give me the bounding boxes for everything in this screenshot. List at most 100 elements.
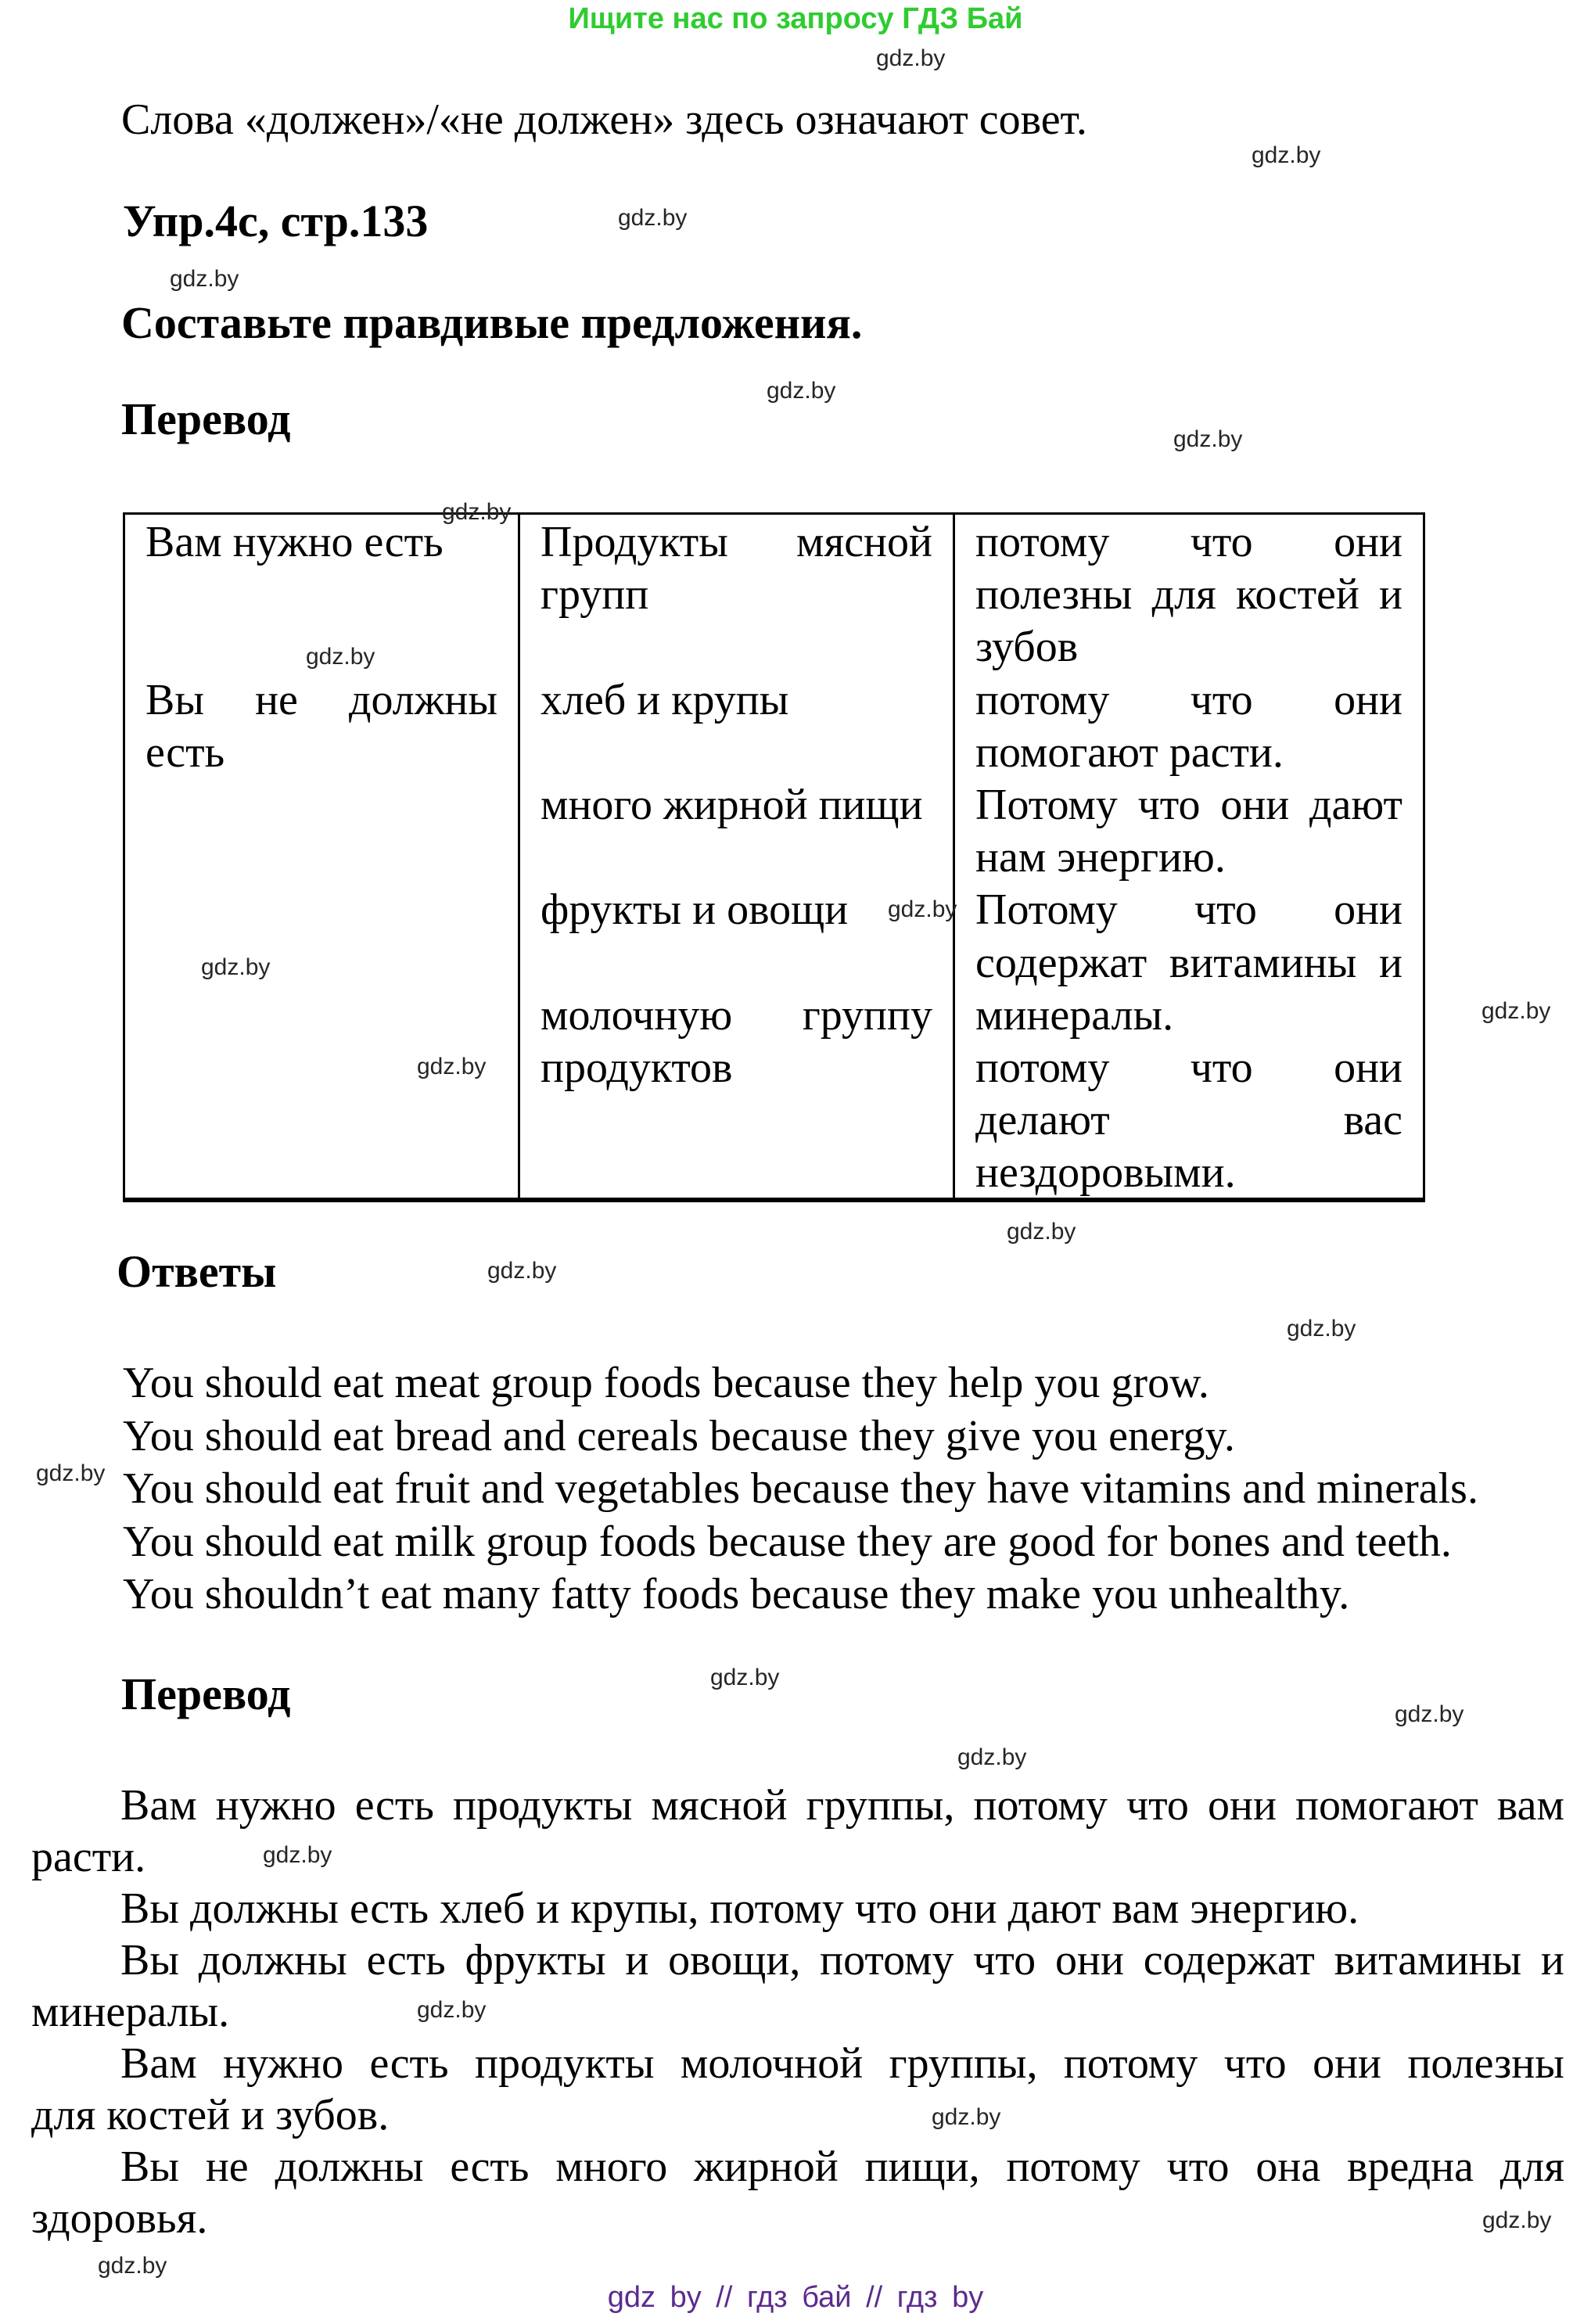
word: что: [1126, 1781, 1189, 1830]
text-line: продуктов: [541, 1043, 733, 1092]
gdz-watermark: gdz.by: [957, 1744, 1027, 1770]
gdz-watermark: gdz.by: [98, 2253, 167, 2279]
gdz-watermark: gdz.by: [932, 2104, 1001, 2130]
exercise-title: Упр.4c, стр.133: [123, 196, 429, 246]
gdz-watermark: gdz.by: [1173, 426, 1243, 452]
gdz-watermark: gdz.by: [710, 1665, 780, 1690]
word: что: [1190, 518, 1253, 566]
word: они: [1334, 1043, 1402, 1092]
word: они: [1208, 1781, 1277, 1830]
translation-heading-2: Перевод: [121, 1668, 291, 1719]
word: фрукты: [465, 1936, 606, 1985]
word: есть: [354, 1781, 434, 1830]
word: что: [1190, 675, 1253, 724]
gdz-watermark: gdz.by: [417, 1054, 487, 1079]
text-line: для костей и зубов.: [31, 2091, 390, 2139]
text-line: [541, 727, 932, 779]
text-line: Вам нужно есть продукты мясной группы, потому ч…: [31, 1780, 1564, 1831]
gdz-watermark: gdz.by: [36, 1460, 106, 1486]
text-line: полезны для костей и: [975, 569, 1402, 621]
word: и: [1379, 570, 1402, 620]
word: Продукты: [541, 518, 728, 566]
word: содержат: [1143, 1936, 1315, 1985]
gdz-watermark: gdz.by: [201, 954, 271, 980]
text-line: Продукты мясной: [541, 516, 932, 569]
word: Вы: [120, 2143, 179, 2191]
text-line: Потому что они: [975, 884, 1402, 936]
word: должны: [349, 675, 497, 724]
word: витамины: [1169, 938, 1357, 987]
word: пищи,: [864, 2143, 980, 2191]
word: они: [1054, 1936, 1124, 1985]
footer-links: gdz by // гдз бай // гдз by: [607, 2281, 984, 2314]
text-line: минералы.: [31, 1988, 230, 2036]
word: полезны: [975, 570, 1133, 620]
word: потому: [975, 675, 1110, 724]
gdz-watermark: gdz.by: [1395, 1701, 1464, 1727]
word: вредна: [1347, 2143, 1474, 2191]
text-line: Вам нужно есть: [145, 518, 444, 566]
word: что: [1190, 1043, 1253, 1092]
table-column-subject: Вам нужно есть Вы не должны есть: [125, 515, 518, 1198]
word: мясной: [796, 518, 932, 566]
word: должны: [198, 1936, 347, 1985]
text-line: потому что они: [975, 1042, 1402, 1094]
word: что: [1166, 2143, 1230, 2191]
gdz-watermark: gdz.by: [417, 1997, 487, 2023]
gdz-watermark: gdz.by: [1481, 998, 1551, 1024]
table-column-food: Продукты мясной групп хлеб и крупы много ж…: [518, 515, 953, 1198]
word: для: [1499, 2143, 1564, 2191]
word: Вам: [120, 2039, 197, 2088]
word: витамины: [1334, 1936, 1522, 1985]
gdz-watermark: gdz.by: [876, 45, 946, 71]
text-line: You should eat fruit and vegetables beca…: [123, 1464, 1478, 1513]
gdz-watermark: gdz.by: [170, 266, 239, 292]
word: Вы: [145, 675, 204, 724]
word: потому: [1006, 2143, 1140, 2191]
promo-banner: Ищите нас по запросу ГДЗ Бай: [568, 2, 1023, 35]
word: Потому: [975, 885, 1118, 935]
word: группы,: [806, 1781, 955, 1830]
text-line: нам энергию.: [975, 833, 1226, 882]
word: костей: [1235, 570, 1359, 620]
text-line: расти.: [31, 1833, 146, 1881]
word: нужно: [223, 2039, 343, 2088]
word: она: [1255, 2143, 1321, 2191]
word: молочной: [680, 2039, 864, 2088]
word: вас: [1343, 1096, 1402, 1145]
gdz-watermark: gdz.by: [306, 644, 375, 670]
text-line: Вы должны есть фрукты и овощи, потому что они сод…: [31, 1934, 1564, 1986]
text-line: групп: [541, 570, 649, 620]
word: овощи,: [668, 1936, 801, 1985]
word: дают: [1309, 780, 1402, 829]
text-line: Вы не должны: [145, 674, 497, 727]
word: Вы: [120, 1936, 179, 1985]
word: что: [1137, 780, 1201, 829]
gdz-watermark: gdz.by: [1287, 1316, 1356, 1342]
word: продукты: [475, 2039, 655, 2088]
word: группы,: [889, 2039, 1038, 2088]
text-line: содержат витамины и: [975, 937, 1402, 990]
gdz-watermark: gdz.by: [487, 1258, 557, 1284]
intro-note: Слова «должен»/«не должен» здесь означаю…: [121, 95, 1087, 144]
word: делают: [975, 1096, 1110, 1145]
word: есть: [369, 2039, 449, 2088]
russian-translation: Вам нужно есть продукты мясной группы, потому ч…: [31, 1780, 1564, 2244]
word: потому: [975, 518, 1110, 566]
word: жирной: [694, 2143, 839, 2191]
text-line: делают вас: [975, 1094, 1402, 1147]
word: они: [1334, 675, 1402, 724]
text-line: потому что они: [975, 674, 1402, 727]
word: для: [1151, 570, 1216, 620]
text-line: Вы не должны есть много жирной пищи, потому что о…: [31, 2141, 1564, 2193]
word: они: [1334, 518, 1402, 566]
text-line: Вы должны есть хлеб и крупы, потому что …: [120, 1884, 1359, 1933]
word: должны: [275, 2143, 424, 2191]
text-line: нездоровыми.: [975, 1148, 1236, 1198]
word: Вам: [120, 1781, 197, 1830]
word: продукты: [453, 1781, 633, 1830]
gdz-watermark: gdz.by: [767, 378, 836, 404]
gdz-watermark: gdz.by: [618, 205, 688, 231]
text-line: [541, 937, 932, 990]
